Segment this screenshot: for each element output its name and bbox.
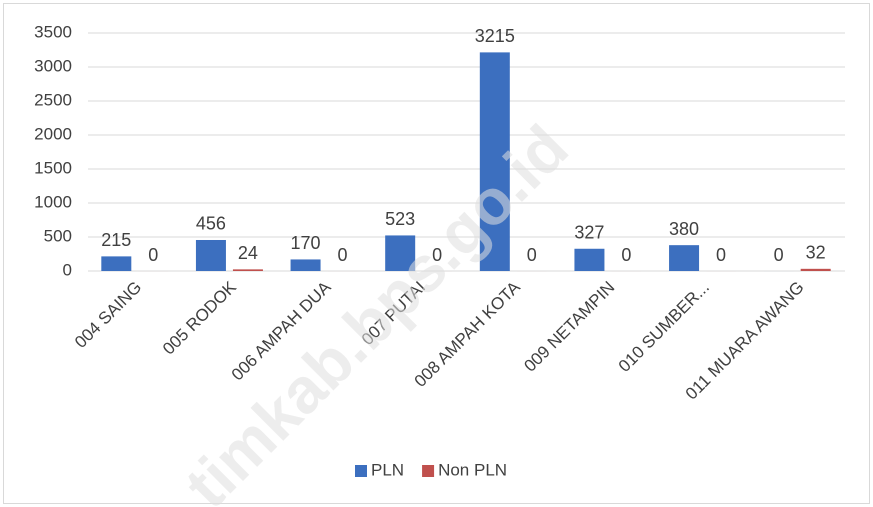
bar <box>479 52 510 271</box>
data-label: 0 <box>621 245 631 265</box>
y-tick-label: 1000 <box>34 192 72 211</box>
data-label: 170 <box>291 233 321 253</box>
data-label: 3215 <box>475 26 515 46</box>
y-tick-label: 3000 <box>34 56 72 75</box>
y-tick-label: 2500 <box>34 90 72 109</box>
data-label: 32 <box>806 243 826 263</box>
data-label: 0 <box>774 245 784 265</box>
data-label: 0 <box>527 245 537 265</box>
bar <box>574 248 605 271</box>
y-tick-label: 2000 <box>34 124 72 143</box>
legend-swatch <box>422 465 435 477</box>
bar <box>800 268 831 271</box>
y-tick-label: 500 <box>44 226 72 245</box>
bar <box>232 269 263 271</box>
bar <box>385 235 416 271</box>
data-label: 0 <box>338 245 348 265</box>
bar <box>101 256 132 271</box>
data-label: 0 <box>432 245 442 265</box>
legend-label: Non PLN <box>438 460 507 479</box>
data-label: 380 <box>669 219 699 239</box>
bar <box>290 259 321 271</box>
y-tick-label: 0 <box>63 260 72 279</box>
bar <box>195 239 226 271</box>
data-label: 456 <box>196 214 226 234</box>
data-label: 0 <box>148 245 158 265</box>
data-label: 215 <box>101 230 131 250</box>
data-label: 327 <box>574 223 604 243</box>
data-label: 0 <box>716 245 726 265</box>
data-label: 523 <box>385 209 415 229</box>
legend-label: PLN <box>371 460 404 479</box>
y-tick-label: 3500 <box>34 22 72 41</box>
data-label: 24 <box>238 243 258 263</box>
legend-swatch <box>355 465 367 477</box>
chart-frame <box>3 3 870 504</box>
bar <box>669 245 700 271</box>
y-tick-label: 1500 <box>34 158 72 177</box>
